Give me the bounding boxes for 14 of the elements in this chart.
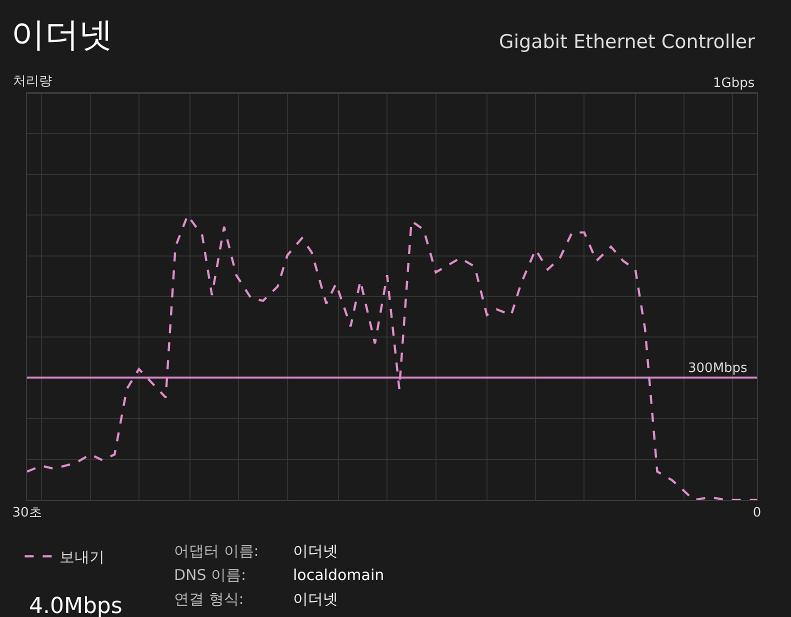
chart-subtitle: Gigabit Ethernet Controller — [499, 31, 756, 53]
text: 이더넷 — [293, 542, 338, 560]
chart-title: 이더넷 — [11, 15, 113, 55]
x-tick-label: 0 — [752, 506, 762, 521]
text: 처리량 — [13, 74, 52, 89]
text: 어댑터 이름: — [174, 542, 259, 560]
ref-line-label: 300Mbps — [688, 361, 748, 376]
text: 이더넷 — [293, 590, 338, 608]
text: localdomain — [293, 566, 384, 584]
ref-line-label: 1Gbps — [713, 76, 755, 91]
x-tick-label: 30초 — [12, 506, 42, 521]
legend-label: 보내기 — [60, 548, 105, 566]
text: 연결 형식: — [174, 590, 244, 608]
text: DNS 이름: — [174, 566, 246, 584]
